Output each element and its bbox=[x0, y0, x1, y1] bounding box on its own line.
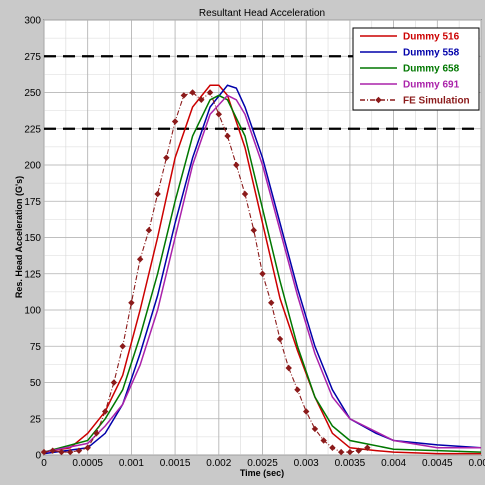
y-tick-label: 225 bbox=[24, 124, 41, 135]
data-point-fe-simulation bbox=[58, 448, 65, 456]
legend-entry-label: Dummy 691 bbox=[403, 80, 460, 91]
data-point-fe-simulation bbox=[224, 132, 231, 140]
data-point-fe-simulation bbox=[189, 89, 196, 96]
x-tick-label: 0.0045 bbox=[422, 458, 453, 469]
y-tick-labels: 0 25 50 75 100 125 150 175 200 225 250 275 300 bbox=[24, 16, 41, 462]
x-tick-label: 0.003 bbox=[294, 458, 319, 469]
x-tick-label: 0.0015 bbox=[160, 458, 191, 469]
data-point-fe-simulation bbox=[128, 299, 135, 306]
y-tick-label: 300 bbox=[24, 16, 41, 27]
legend-entry-label: Dummy 658 bbox=[403, 64, 460, 75]
data-point-fe-simulation bbox=[259, 270, 266, 277]
legend-entry-label: FE Simulation bbox=[403, 96, 470, 107]
data-point-fe-simulation bbox=[241, 190, 249, 198]
x-tick-label: 0.005 bbox=[468, 458, 485, 469]
data-point-fe-simulation bbox=[198, 96, 205, 103]
data-point-fe-simulation bbox=[101, 408, 109, 415]
x-tick-label: 0.0025 bbox=[247, 458, 278, 469]
legend-marker bbox=[375, 96, 382, 104]
y-tick-label: 250 bbox=[24, 88, 41, 99]
data-point-fe-simulation bbox=[84, 444, 91, 451]
x-tick-label: 0.0005 bbox=[72, 458, 103, 469]
data-point-fe-simulation bbox=[163, 154, 170, 161]
data-point-fe-simulation bbox=[303, 408, 310, 415]
series-line-dummy-691 bbox=[43, 94, 481, 453]
series-line-fe-simulation bbox=[43, 91, 368, 453]
chart-title: Resultant Head Acceleration bbox=[199, 8, 325, 19]
data-point-fe-simulation bbox=[136, 256, 144, 263]
data-point-fe-simulation bbox=[110, 379, 118, 386]
legend-box bbox=[352, 27, 480, 111]
y-tick-label: 25 bbox=[30, 414, 42, 425]
data-point-fe-simulation bbox=[285, 364, 292, 372]
data-point-fe-simulation bbox=[119, 343, 126, 350]
y-axis-label: Res. Head Acceleration (G's) bbox=[14, 176, 24, 298]
data-point-fe-simulation bbox=[364, 444, 371, 451]
data-point-fe-simulation bbox=[268, 299, 275, 306]
y-tick-label: 50 bbox=[30, 378, 42, 389]
x-axis-label: Time (sec) bbox=[240, 468, 284, 478]
data-point-fe-simulation bbox=[311, 425, 319, 433]
x-tick-labels: 0 0.0005 0.001 0.0015 0.002 0.0025 0.003 0.0035… bbox=[41, 458, 485, 469]
x-tick-label: 0.001 bbox=[119, 458, 144, 469]
legend-entry-label: Dummy 558 bbox=[403, 48, 460, 59]
data-point-fe-simulation bbox=[215, 111, 222, 118]
x-tick-label: 0 bbox=[41, 458, 47, 469]
data-point-fe-simulation bbox=[337, 448, 345, 456]
data-point-fe-simulation bbox=[75, 447, 83, 454]
data-point-fe-simulation bbox=[40, 448, 48, 456]
data-point-fe-simulation bbox=[355, 447, 362, 454]
data-point-fe-simulation bbox=[180, 92, 188, 99]
data-point-fe-simulation bbox=[206, 89, 214, 96]
y-tick-label: 200 bbox=[24, 161, 41, 172]
x-tick-label: 0.004 bbox=[381, 458, 406, 469]
data-point-fe-simulation bbox=[294, 386, 301, 393]
data-point-fe-simulation bbox=[329, 444, 336, 451]
data-point-fe-simulation bbox=[67, 448, 74, 456]
y-tick-label: 175 bbox=[24, 197, 41, 208]
data-point-fe-simulation bbox=[145, 227, 153, 234]
y-tick-label: 275 bbox=[24, 52, 41, 63]
y-tick-label: 125 bbox=[24, 269, 41, 280]
data-point-fe-simulation bbox=[93, 430, 100, 437]
y-tick-label: 150 bbox=[24, 233, 41, 244]
x-tick-label: 0.0035 bbox=[335, 458, 366, 469]
legend-entry-label: Dummy 516 bbox=[403, 32, 460, 43]
y-tick-label: 100 bbox=[24, 306, 41, 317]
data-point-fe-simulation bbox=[49, 447, 56, 454]
x-tick-label: 0.002 bbox=[206, 458, 231, 469]
data-point-fe-simulation bbox=[154, 190, 161, 198]
data-point-fe-simulation bbox=[233, 161, 240, 169]
data-point-fe-simulation bbox=[171, 118, 179, 125]
data-point-fe-simulation bbox=[276, 335, 284, 343]
series-line-dummy-658 bbox=[43, 94, 482, 453]
series-group bbox=[40, 84, 482, 456]
data-point-fe-simulation bbox=[250, 227, 257, 234]
data-point-fe-simulation bbox=[320, 437, 327, 444]
legend: Dummy 516 Dummy 558 Dummy 658 Dummy 691 FE S… bbox=[352, 27, 480, 111]
y-tick-label: 75 bbox=[30, 342, 42, 353]
y-tick-label: 0 bbox=[35, 451, 41, 462]
data-point-fe-simulation bbox=[346, 448, 354, 456]
